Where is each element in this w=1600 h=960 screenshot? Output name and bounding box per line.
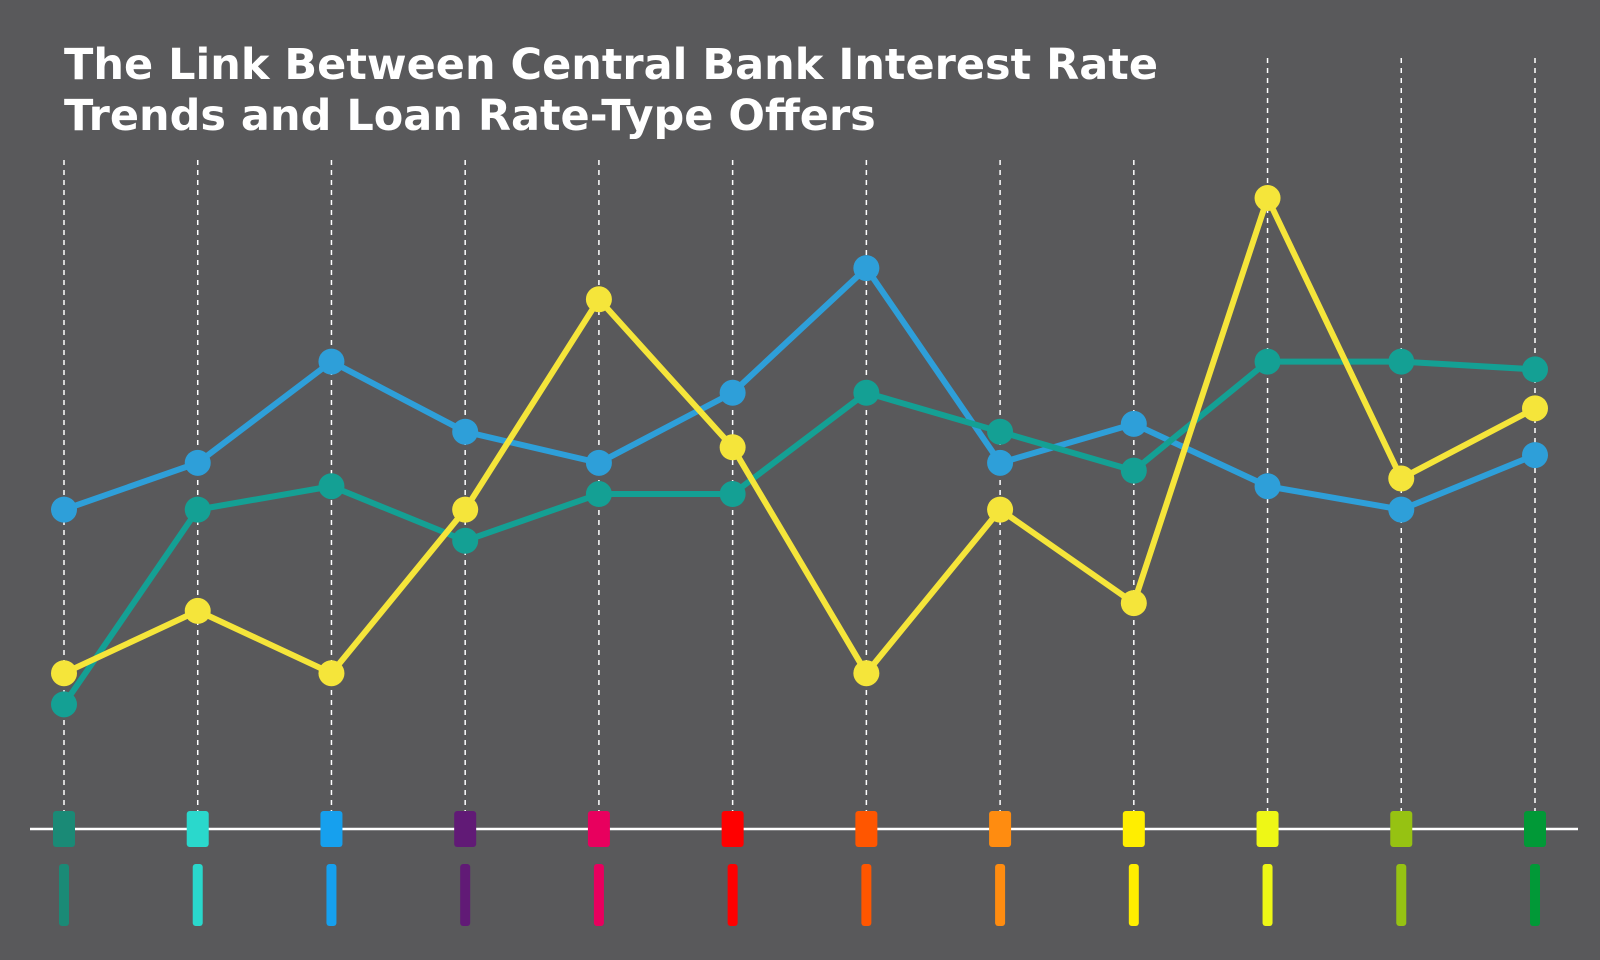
series-3-point-3: [318, 660, 345, 687]
grid-lines: [63, 58, 1536, 813]
series-2-point-11: [1388, 348, 1415, 375]
category-square-3: [320, 811, 343, 847]
series-2-point-4: [452, 527, 479, 554]
series-3-point-2: [184, 597, 211, 624]
category-markers: [53, 811, 1546, 926]
category-square-6: [721, 811, 744, 847]
series-1-point-2: [184, 449, 211, 476]
series-1-point-4: [452, 418, 479, 445]
category-tick-9: [1128, 864, 1139, 926]
category-tick-6: [727, 864, 738, 926]
category-square-12: [1524, 811, 1546, 847]
series-2-point-6: [719, 481, 746, 508]
series-3-point-4: [452, 496, 479, 523]
series-3-point-1: [51, 660, 77, 687]
category-square-8: [989, 811, 1012, 847]
category-tick-10: [1262, 864, 1273, 926]
category-tick-3: [326, 864, 337, 926]
series-2-point-3: [318, 473, 345, 500]
category-square-1: [53, 811, 75, 847]
category-square-5: [587, 811, 610, 847]
series-1-point-1: [51, 496, 77, 523]
category-square-9: [1122, 811, 1145, 847]
series-1-point-3: [318, 348, 345, 375]
series-3-point-12: [1522, 395, 1548, 422]
series-2-point-12: [1522, 356, 1548, 383]
category-square-11: [1390, 811, 1413, 847]
series-2-line: [61, 358, 1538, 708]
category-tick-7: [861, 864, 872, 926]
series-3-point-9: [1120, 590, 1147, 617]
category-tick-2: [192, 864, 203, 926]
category-square-7: [855, 811, 878, 847]
category-tick-5: [593, 864, 604, 926]
series-1-point-6: [719, 379, 746, 406]
category-tick-4: [460, 864, 471, 926]
series-1-point-11: [1388, 496, 1415, 523]
category-square-4: [454, 811, 477, 847]
series-3-point-6: [719, 434, 746, 461]
series-2-point-5: [585, 481, 612, 508]
category-tick-11: [1396, 864, 1407, 926]
category-tick-8: [995, 864, 1006, 926]
series-2-point-7: [853, 379, 880, 406]
category-square-2: [186, 811, 209, 847]
series-2-point-2: [184, 496, 211, 523]
series-3-point-10: [1254, 185, 1281, 212]
series-1-line: [61, 265, 1538, 513]
series-2-point-10: [1254, 348, 1281, 375]
chart-title-line-1: The Link Between Central Bank Interest R…: [64, 40, 1158, 90]
series-3-point-5: [585, 286, 612, 313]
series-2-point-8: [987, 418, 1014, 445]
series-1-point-8: [987, 449, 1014, 476]
series-group: [51, 185, 1548, 718]
category-tick-1: [59, 864, 69, 926]
series-1-point-7: [853, 255, 880, 282]
series-1-point-10: [1254, 473, 1281, 500]
series-1-point-9: [1120, 410, 1147, 437]
series-1-point-5: [585, 449, 612, 476]
series-2-point-1: [51, 691, 77, 718]
category-tick-12: [1530, 864, 1540, 926]
series-2-point-9: [1120, 457, 1147, 484]
category-square-10: [1256, 811, 1279, 847]
chart-title-line-2: Trends and Loan Rate-Type Offers: [64, 91, 876, 141]
chart-title: The Link Between Central Bank Interest R…: [64, 40, 1364, 142]
series-3-line: [61, 195, 1538, 677]
series-3-point-7: [853, 660, 880, 687]
series-3-point-8: [987, 496, 1014, 523]
series-1-point-12: [1522, 442, 1548, 469]
series-3-point-11: [1388, 465, 1415, 492]
